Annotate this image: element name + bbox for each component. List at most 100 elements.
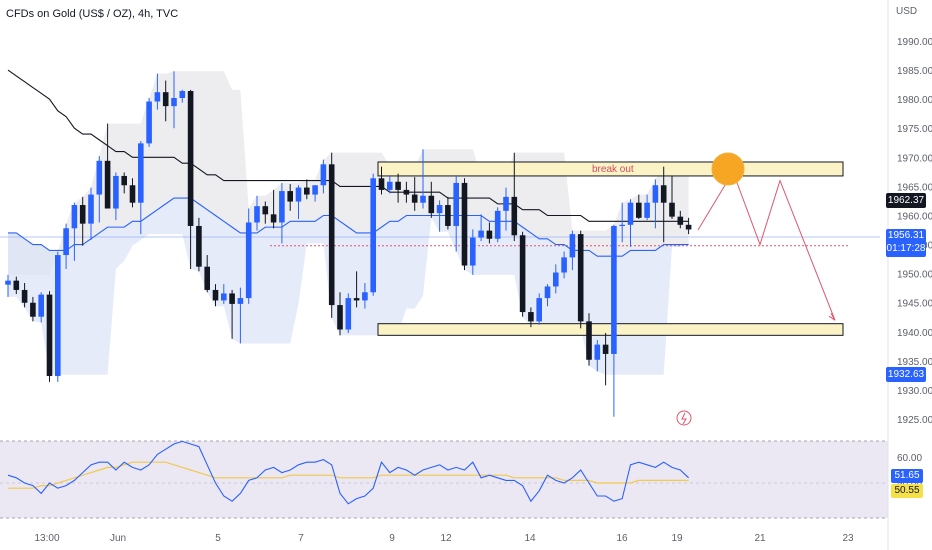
candle-body	[370, 178, 376, 293]
candle-body	[660, 185, 667, 203]
candle-body	[38, 294, 44, 317]
candle-body	[611, 225, 617, 354]
projection-line	[697, 170, 836, 321]
candle-body	[644, 202, 650, 218]
candle-body	[295, 187, 302, 202]
candle-body	[162, 92, 169, 107]
price-tick-label: 1970.00	[897, 153, 932, 164]
candle-body	[511, 196, 518, 236]
candle-body	[262, 206, 269, 215]
candle-body	[345, 298, 352, 330]
candle-body	[669, 202, 675, 217]
candle-body	[636, 202, 642, 218]
time-tick-label: Jun	[110, 533, 126, 544]
price-tick-label: 1945.00	[897, 299, 932, 310]
zone-label: break out	[592, 164, 634, 175]
candle-body	[13, 280, 20, 290]
candle-body	[204, 266, 210, 290]
time-tick-label: 7	[298, 533, 304, 544]
candle-body	[304, 187, 310, 195]
candle-body	[519, 235, 526, 313]
time-tick-label: 21	[754, 533, 766, 544]
candle-body	[353, 298, 360, 301]
candle-body	[536, 298, 542, 322]
candle-body	[21, 289, 28, 303]
candle-body	[362, 292, 368, 301]
candle-body	[544, 286, 551, 299]
candle-body	[171, 98, 177, 107]
price-tick-label: 1985.00	[897, 66, 932, 77]
candle-body	[685, 224, 692, 230]
last-close-badge: 1962.37	[886, 193, 926, 208]
candle-body	[494, 210, 501, 239]
rsi-ma-line	[8, 461, 689, 489]
candle-body	[279, 191, 285, 223]
candle-body	[63, 228, 69, 256]
candle-body	[561, 257, 567, 273]
candle-body	[138, 143, 144, 203]
candle-body	[387, 181, 393, 190]
time-tick-label: 16	[616, 533, 628, 544]
price-tick-label: 1990.00	[897, 37, 932, 48]
candle-body	[461, 182, 468, 266]
candle-body	[312, 185, 318, 195]
candle-body	[79, 205, 86, 224]
candle-body	[179, 91, 186, 99]
time-tick-label: 12	[440, 533, 452, 544]
countdown-value: 01:17:28	[886, 243, 926, 254]
candle-body	[569, 234, 576, 258]
candle-body	[436, 205, 443, 214]
cloud-lower	[8, 198, 689, 375]
candle-body	[470, 237, 476, 266]
candle-body	[528, 312, 534, 322]
candle-body	[403, 189, 410, 195]
candle-body	[478, 230, 484, 238]
lightning-bolt-icon	[681, 412, 687, 425]
candle-body	[88, 194, 94, 224]
time-tick-label: 19	[671, 533, 683, 544]
candle-body	[320, 164, 327, 186]
candle-body	[154, 92, 161, 102]
candle-body	[586, 321, 592, 360]
candle-body	[553, 272, 559, 287]
price-tick-label: 1980.00	[897, 95, 932, 106]
candle-body	[104, 160, 111, 209]
candle-body	[212, 289, 219, 301]
price-tick-label: 1935.00	[897, 357, 932, 368]
current-price-value: 1956.31	[887, 230, 925, 241]
time-tick-label: 23	[842, 533, 854, 544]
candle-body	[486, 230, 493, 239]
rsi-tick-label: 60.00	[897, 453, 922, 464]
time-tick-label: 5	[215, 533, 221, 544]
candle-body	[96, 160, 103, 195]
candle-body	[121, 175, 127, 186]
current-price-badge: 1956.31 01:17:28	[886, 229, 926, 257]
candle-body	[619, 224, 625, 226]
candle-body	[229, 293, 235, 304]
price-tick-label: 1940.00	[897, 328, 932, 339]
candle-body	[113, 175, 119, 209]
candle-body	[378, 178, 385, 190]
candle-body	[677, 216, 684, 225]
rsi-background	[0, 441, 888, 518]
candle-body	[254, 206, 260, 223]
lightning-icon	[676, 410, 692, 426]
candle-body	[146, 101, 152, 144]
candle-body	[129, 185, 136, 203]
candle-body	[652, 185, 659, 203]
candle-body	[411, 194, 418, 203]
candle-body	[602, 344, 609, 354]
price-tick-label: 1965.00	[897, 182, 932, 193]
price-tick-label: 1930.00	[897, 386, 932, 397]
zone-box	[377, 323, 844, 336]
price-tick-label: 1960.00	[897, 211, 932, 222]
currency-label: USD	[896, 6, 918, 17]
candle-body	[245, 222, 252, 299]
candle-body	[237, 298, 244, 304]
time-axis: 13:00 Jun 5 7 9 12 14 16 19 21 23	[34, 0, 889, 550]
candlesticks	[5, 71, 692, 417]
candle-body	[328, 164, 335, 306]
candle-body	[503, 196, 509, 211]
